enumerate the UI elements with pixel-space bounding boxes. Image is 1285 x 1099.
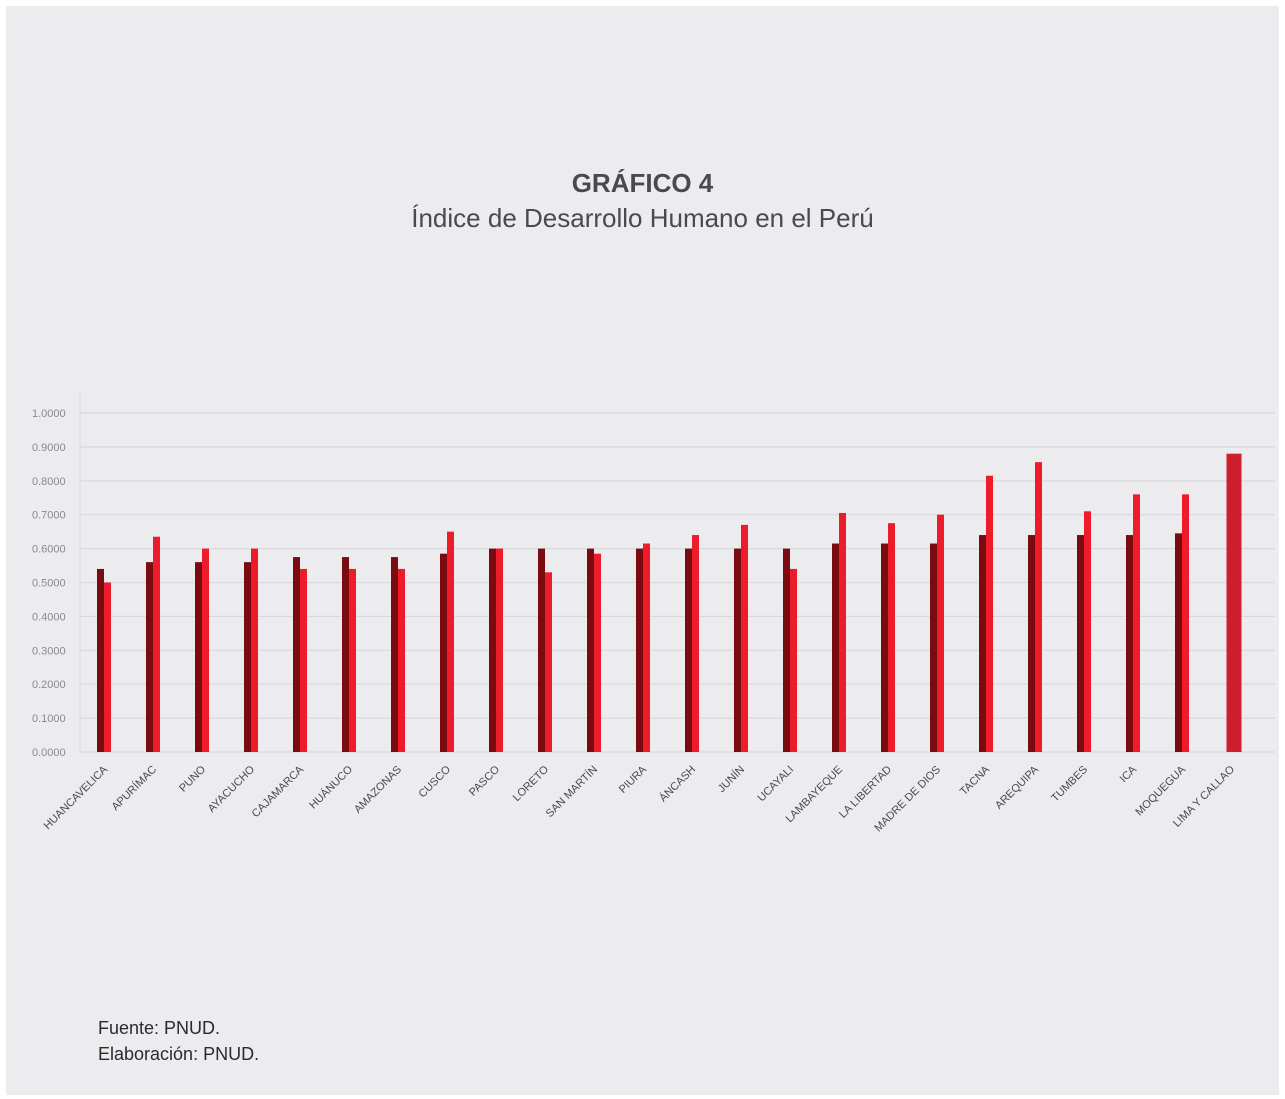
category-label: HUANCAVELICA [42, 763, 111, 832]
bar-series-1 [195, 562, 202, 752]
y-axis-ticks: 0.0000 0.1000 0.2000 0.3000 0.4000 0.5000 0.60… [32, 408, 66, 759]
category-label: JUNÍN [715, 763, 747, 795]
y-tick-label: 0.8000 [32, 476, 66, 488]
bar-series-1 [1126, 535, 1133, 752]
category-label: ICA [1118, 763, 1140, 785]
category-label: PUNO [177, 763, 208, 794]
bar-series-1 [97, 568, 104, 752]
bar-series-2 [202, 548, 209, 752]
bar-series-1 [832, 543, 839, 752]
bar-series-1 [440, 553, 447, 752]
bar-series-1 [734, 548, 741, 752]
category-label: TUMBES [1049, 764, 1090, 805]
bar-series-2 [741, 524, 748, 752]
bar-series-1 [636, 548, 643, 752]
bar-series-2 [545, 572, 552, 752]
category-label: AMAZONAS [352, 764, 404, 816]
category-label: SAN MARTÍN [543, 763, 600, 820]
bar-series-2 [398, 568, 405, 752]
bar-series-1 [1077, 535, 1084, 752]
bar-series-2 [839, 513, 846, 752]
bar-series-2 [937, 514, 944, 752]
category-label: PASCO [467, 763, 502, 798]
bar-series-1 [538, 548, 545, 752]
y-tick-label: 0.0000 [32, 747, 66, 759]
chart-title: GRÁFICO 4 [571, 168, 714, 198]
bar-series-1 [489, 548, 496, 752]
bar-series-2 [447, 531, 454, 752]
bar-series-2 [251, 548, 258, 752]
bar-series-1 [587, 548, 594, 752]
y-tick-label: 0.4000 [32, 611, 66, 623]
bar-series-1 [930, 543, 937, 752]
chart-subtitle: Índice de Desarrollo Humano en el Perú [411, 203, 874, 233]
y-tick-label: 0.3000 [32, 645, 66, 657]
category-label: AREQUIPA [993, 763, 1042, 812]
y-tick-label: 0.9000 [32, 442, 66, 454]
category-label: UCAYALI [755, 764, 796, 805]
bars [97, 453, 1242, 752]
bar-series-2 [1226, 453, 1242, 752]
y-tick-label: 0.5000 [32, 578, 66, 590]
y-tick-label: 0.7000 [32, 510, 66, 522]
category-label: CUSCO [417, 763, 454, 800]
bar-series-2 [643, 543, 650, 752]
category-label: CAJAMARCA [250, 763, 307, 820]
bar-series-1 [293, 557, 300, 752]
bar-series-2 [496, 548, 503, 752]
bar-series-1 [881, 543, 888, 752]
category-label: ÁNCASH [657, 763, 699, 805]
category-label: HUÁNUCO [307, 763, 356, 812]
bar-series-1 [979, 535, 986, 752]
bar-series-1 [391, 557, 398, 752]
bar-series-1 [783, 548, 790, 752]
source-note: Fuente: PNUD. [98, 1018, 221, 1038]
bar-series-2 [349, 568, 356, 752]
bar-series-2 [888, 523, 895, 752]
y-tick-label: 1.0000 [32, 408, 66, 420]
category-label: TACNA [958, 763, 993, 798]
bar-series-2 [692, 535, 699, 752]
credit-note: Elaboración: PNUD. [98, 1044, 260, 1064]
gridlines [80, 412, 1275, 753]
bar-series-2 [1133, 494, 1140, 752]
bar-series-2 [594, 553, 601, 752]
category-label: MOQUEGUA [1133, 763, 1188, 818]
x-axis-ticks: HUANCAVELICA APURÍMAC PUNOAYACUCHOCAJAMARC… [42, 763, 1238, 835]
bar-series-1 [342, 557, 349, 752]
bar-series-2 [1084, 511, 1091, 752]
bar-series-2 [1035, 462, 1042, 752]
category-label: AYACUCHO [206, 763, 258, 815]
bar-series-1 [146, 562, 153, 752]
bar-series-2 [1182, 494, 1189, 752]
bar-series-2 [104, 582, 111, 752]
bar-series-1 [1028, 535, 1035, 752]
y-tick-label: 0.2000 [32, 679, 66, 691]
bar-series-2 [300, 568, 307, 752]
bar-series-2 [986, 475, 993, 752]
category-label: PIURA [617, 763, 650, 796]
category-label: LORETO [511, 763, 552, 804]
y-tick-label: 0.6000 [32, 544, 66, 556]
bar-series-1 [244, 562, 251, 752]
category-label: APURÍMAC [109, 763, 159, 813]
y-tick-label: 0.1000 [32, 713, 66, 725]
bar-series-1 [685, 548, 692, 752]
bar-series-2 [790, 568, 797, 752]
bar-series-1 [1175, 533, 1182, 752]
bar-series-2 [153, 536, 160, 752]
